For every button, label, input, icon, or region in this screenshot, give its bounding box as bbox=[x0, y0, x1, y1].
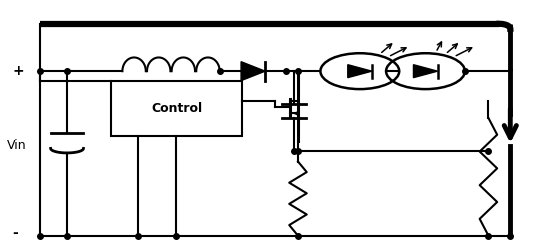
Text: +: + bbox=[12, 64, 24, 78]
Text: Control: Control bbox=[151, 102, 202, 115]
Polygon shape bbox=[414, 65, 438, 78]
Text: -: - bbox=[12, 226, 18, 240]
Text: Vin: Vin bbox=[7, 139, 26, 152]
Polygon shape bbox=[241, 62, 265, 81]
Polygon shape bbox=[348, 65, 372, 78]
Bar bbox=[111, 81, 242, 136]
